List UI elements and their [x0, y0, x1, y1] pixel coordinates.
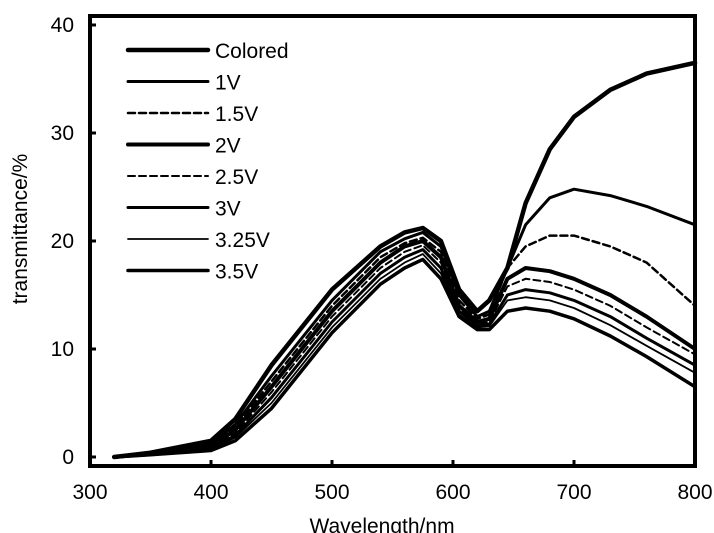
- series-line-3-25v: [113, 253, 696, 458]
- y-tick-label: 30: [51, 122, 74, 145]
- x-tick-label: 400: [193, 481, 228, 504]
- series-line-2-5v: [113, 244, 696, 458]
- series-line-3v: [112, 248, 697, 459]
- series-line-1v: [112, 187, 697, 459]
- legend-label: Colored: [215, 40, 289, 63]
- x-axis-ticks: 300 400 500 600 700 800: [72, 460, 713, 504]
- x-axis-title: Wavelength/nm: [309, 515, 454, 533]
- plot-series: [111, 60, 698, 460]
- legend-label: 2V: [215, 135, 241, 158]
- legend-label: 1.5V: [215, 103, 258, 126]
- y-tick-label: 10: [51, 338, 74, 361]
- legend-label: 3V: [215, 198, 241, 221]
- series-line-3-5v: [112, 257, 697, 459]
- y-tick-label: 20: [51, 230, 74, 253]
- y-tick-label: 0: [62, 446, 74, 469]
- legend: Colored 1V 1.5V 2V 2.5V 3V 3.25V 3.5V: [125, 40, 289, 284]
- legend-label: 1V: [215, 72, 241, 95]
- x-tick-label: 800: [677, 481, 712, 504]
- x-tick-label: 700: [556, 481, 591, 504]
- x-tick-label: 300: [72, 481, 107, 504]
- x-tick-label: 600: [435, 481, 470, 504]
- y-axis-ticks: 0 10 20 30 40: [51, 14, 96, 469]
- series-line-2v: [112, 239, 697, 459]
- legend-label: 3.5V: [215, 261, 258, 284]
- series-line-colored: [111, 60, 698, 460]
- x-tick-label: 500: [314, 481, 349, 504]
- legend-label: 3.25V: [215, 229, 270, 252]
- y-tick-label: 40: [51, 14, 74, 37]
- y-axis-title: transmittance/%: [9, 154, 32, 305]
- legend-label: 2.5V: [215, 166, 258, 189]
